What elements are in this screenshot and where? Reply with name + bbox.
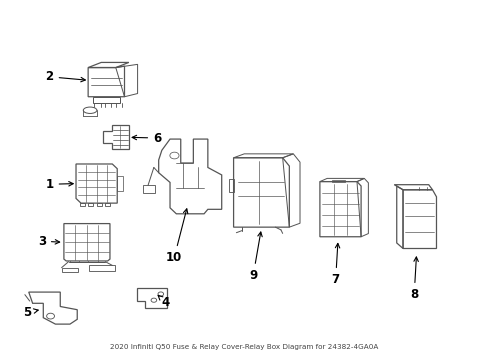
Text: 9: 9 [248, 232, 262, 282]
Text: 4: 4 [158, 296, 170, 309]
Text: 2020 Infiniti Q50 Fuse & Relay Cover-Relay Box Diagram for 24382-4GA0A: 2020 Infiniti Q50 Fuse & Relay Cover-Rel… [110, 344, 378, 350]
Text: 1: 1 [45, 178, 73, 191]
Text: 3: 3 [38, 235, 60, 248]
Text: 6: 6 [132, 131, 161, 144]
Text: 8: 8 [409, 257, 418, 301]
Text: 7: 7 [331, 243, 339, 286]
Text: 5: 5 [23, 306, 38, 319]
Text: 10: 10 [166, 209, 187, 264]
Text: 2: 2 [45, 70, 85, 83]
